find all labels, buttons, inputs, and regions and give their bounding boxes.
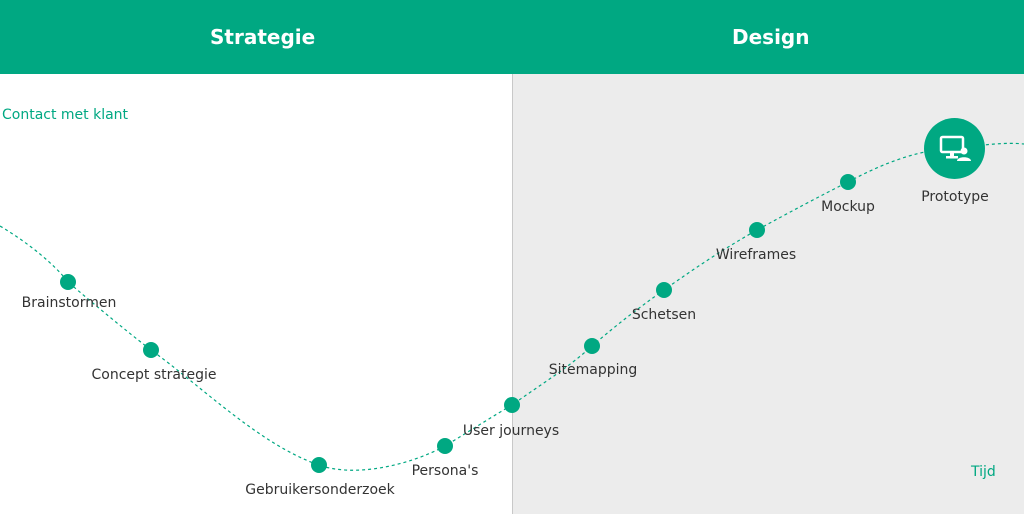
step-label: Brainstormen [21, 295, 117, 311]
prototype-badge [924, 118, 985, 179]
step-label: Gebruikersonderzoek [245, 482, 395, 498]
y-axis-label: Contact met klant [2, 107, 129, 123]
step-label: Mockup [821, 199, 875, 215]
step-label: Sitemapping [548, 362, 638, 378]
step-label: User journeys [462, 423, 560, 439]
step-label: Schetsen [631, 307, 697, 323]
step-dot [656, 282, 672, 298]
step-dot [504, 397, 520, 413]
step-label: Concept strategie [91, 367, 217, 383]
phase-header: Strategie Design [0, 0, 1024, 74]
step-label: Prototype [921, 189, 989, 205]
step-label: Persona's [411, 463, 479, 479]
step-label: Wireframes [715, 247, 797, 263]
monitor-user-icon [939, 135, 971, 161]
phase-title-strategie: Strategie [210, 25, 316, 49]
step-dot [584, 338, 600, 354]
step-dot [437, 438, 453, 454]
step-dot [60, 274, 76, 290]
phase-title-design: Design [732, 25, 810, 49]
x-axis-label: Tijd [971, 464, 996, 480]
step-dot [143, 342, 159, 358]
step-dot [311, 457, 327, 473]
step-dot [749, 222, 765, 238]
step-dot [840, 174, 856, 190]
